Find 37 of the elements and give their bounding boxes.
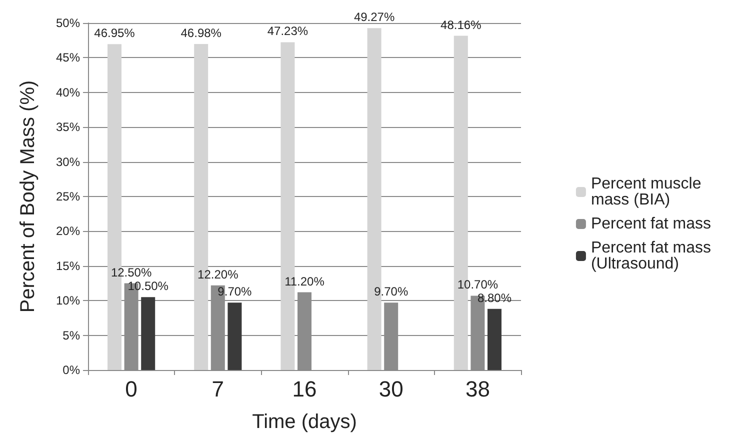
y-tick-label: 40% [56,85,80,100]
data-label: 12.20% [198,267,239,282]
bar [228,302,242,370]
data-label: 47.23% [267,24,308,38]
legend-label: Percent muscle mass (BIA) [590,176,702,208]
data-label: 10.70% [457,278,498,292]
y-tick-label: 25% [56,190,80,204]
data-label: 9.70% [374,284,408,299]
y-tick-label: 50% [56,16,80,30]
y-tick-label: 45% [56,50,80,65]
y-tick-label: 15% [56,258,80,273]
x-tick-label: 16 [292,376,317,402]
data-label: 11.20% [284,274,325,288]
y-tick-label: 20% [56,224,80,238]
y-tick-label: 35% [56,120,80,134]
data-label: 12.50% [110,265,152,280]
data-label: 46.95% [94,26,136,40]
data-label: 10.50% [128,279,169,294]
y-tick-label: 10% [56,294,80,308]
data-label: 8.80% [477,290,512,305]
legend-label: Percent fat mass (Ultrasound) [590,240,711,272]
x-tick-label: 30 [378,376,404,402]
bar [141,297,156,370]
data-label: 49.27% [354,10,395,24]
data-label: 9.70% [218,284,252,299]
data-label: 48.16% [440,18,482,32]
y-tick-label: 30% [56,154,80,169]
x-tick-label: 38 [465,376,490,402]
y-axis-title: Percent of Body Mass (%) [17,80,39,313]
data-label: 46.98% [180,26,222,40]
x-tick-label: 0 [125,376,138,402]
bar [488,308,502,370]
y-tick-label: 0% [62,363,80,377]
legend-label: Percent fat mass [590,216,711,232]
x-tick-label: 7 [212,376,224,402]
x-axis-title: Time (days) [252,411,357,433]
y-tick-label: 5% [62,328,80,342]
